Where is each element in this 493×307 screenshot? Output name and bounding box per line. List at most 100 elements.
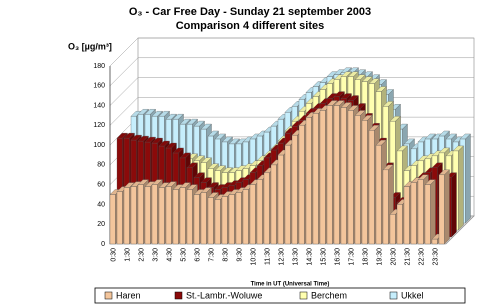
bar-shade xyxy=(376,86,387,92)
bar-shade xyxy=(341,67,352,73)
bar-shade xyxy=(229,189,240,195)
chart-subtitle: Comparison 4 different sites xyxy=(176,20,325,32)
bar-shade xyxy=(453,145,464,151)
bar-shade xyxy=(152,111,163,117)
bar-shade xyxy=(208,182,219,188)
x-tick-label: 9:30 xyxy=(236,248,243,262)
bar-shade xyxy=(465,133,471,223)
bar-shade xyxy=(236,165,247,171)
bar-shade xyxy=(390,116,401,122)
bar-shade xyxy=(208,130,219,136)
y-tick-label: 0 xyxy=(101,241,105,248)
bar xyxy=(221,196,228,245)
bar-shade xyxy=(159,141,170,147)
bar-shade xyxy=(145,181,156,187)
bar xyxy=(333,105,340,245)
bar-shade xyxy=(201,177,212,183)
bar-shade xyxy=(444,169,450,244)
x-tick-label: 21:30 xyxy=(404,248,411,266)
bar-shade xyxy=(348,105,359,111)
bar xyxy=(193,194,200,245)
bar-shade xyxy=(222,136,233,142)
legend-swatch xyxy=(299,291,308,300)
bar-shade xyxy=(145,109,156,115)
y-tick-label: 80 xyxy=(97,162,105,169)
bar-shade xyxy=(131,181,142,187)
y-tick-label: 100 xyxy=(93,142,105,149)
bar-shade xyxy=(327,71,338,77)
bar-shade xyxy=(194,121,205,127)
bar-shade xyxy=(369,78,380,84)
bar-shade xyxy=(404,138,415,144)
bar-shade xyxy=(362,76,373,82)
bar-shade xyxy=(131,111,142,117)
bar-shade xyxy=(418,155,429,161)
bar-side xyxy=(465,133,471,224)
bar-shade xyxy=(166,181,177,187)
bar xyxy=(291,135,298,245)
bar-shade xyxy=(180,182,191,188)
legend-label: St.-Lambr.-Woluwe xyxy=(186,290,262,300)
x-tick-label: 18:30 xyxy=(362,248,369,266)
bar-shade xyxy=(451,172,457,237)
x-tick-label: 16:30 xyxy=(334,248,341,266)
bar xyxy=(249,184,256,245)
x-tick-label: 8:30 xyxy=(222,248,229,262)
bar-shade xyxy=(334,91,345,97)
x-axis-label: Time in UT (Universal Time) xyxy=(251,282,330,288)
bar-shade xyxy=(173,114,184,120)
bar-shade xyxy=(222,191,233,197)
bar-shade xyxy=(194,189,205,195)
y-tick-label: 60 xyxy=(97,182,105,189)
bar-shade xyxy=(341,102,352,108)
bar xyxy=(144,186,151,245)
x-tick-label: 4:30 xyxy=(166,248,173,262)
bar-shade xyxy=(201,124,212,130)
x-tick-label: 11:30 xyxy=(264,248,271,265)
bar xyxy=(298,125,305,245)
bar xyxy=(347,110,354,245)
bar-shade xyxy=(376,140,387,146)
bar xyxy=(361,120,368,245)
bar-shade xyxy=(124,182,135,188)
bar xyxy=(109,194,116,245)
y-tick-label: 120 xyxy=(93,122,105,129)
bar-shade xyxy=(152,179,163,185)
bar xyxy=(270,164,277,245)
bar xyxy=(235,192,242,245)
bar-shade xyxy=(348,95,359,101)
x-tick-label: 13:30 xyxy=(292,248,299,266)
legend-swatch xyxy=(174,291,183,300)
bar xyxy=(284,144,291,245)
bar-shade xyxy=(446,133,457,139)
x-tick-label: 2:30 xyxy=(138,248,145,262)
bar xyxy=(389,214,396,245)
legend-swatch xyxy=(389,291,398,300)
x-tick-label: 15:30 xyxy=(320,248,327,266)
bar xyxy=(200,192,207,245)
bar-shade xyxy=(460,133,471,139)
bar xyxy=(165,186,172,245)
bar xyxy=(340,107,347,245)
y-tick-label: 180 xyxy=(93,63,105,70)
bar-shade xyxy=(439,130,450,136)
legend-label: Ukkel xyxy=(401,290,424,300)
bar xyxy=(354,115,361,245)
bar-shade xyxy=(236,138,247,144)
bar-shade xyxy=(383,101,394,107)
bar-shade xyxy=(348,71,359,77)
bar-shade xyxy=(145,137,156,143)
bar-shade xyxy=(138,109,149,115)
bar-shade xyxy=(187,162,198,168)
x-tick-label: 3:30 xyxy=(152,248,159,262)
bar-shade xyxy=(194,172,205,178)
bar xyxy=(326,105,333,245)
bar-shade xyxy=(215,133,226,139)
bar xyxy=(431,238,438,245)
x-tick-label: 23:30 xyxy=(432,248,439,266)
bar xyxy=(368,130,375,245)
bar xyxy=(130,186,137,245)
grid-line xyxy=(109,57,474,86)
x-tick-label: 12:30 xyxy=(278,248,285,266)
